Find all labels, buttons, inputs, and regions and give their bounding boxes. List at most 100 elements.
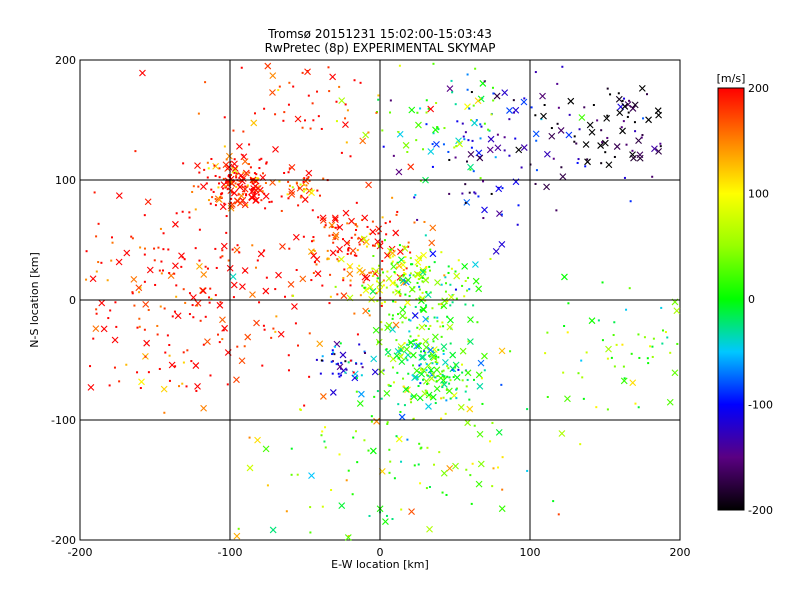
data-point xyxy=(671,369,679,377)
data-point xyxy=(251,188,254,191)
data-point xyxy=(600,162,603,165)
data-point xyxy=(673,307,681,315)
data-point xyxy=(427,346,434,354)
data-point xyxy=(95,235,98,238)
data-point xyxy=(482,217,485,220)
data-point xyxy=(359,81,362,84)
data-point xyxy=(382,279,385,282)
data-point xyxy=(615,95,623,103)
data-point xyxy=(398,290,401,293)
data-point xyxy=(446,300,449,303)
data-point xyxy=(399,306,407,314)
data-point xyxy=(376,390,379,393)
data-point xyxy=(420,350,423,353)
data-point xyxy=(357,237,360,240)
data-point xyxy=(233,171,236,174)
data-point xyxy=(194,162,201,170)
data-point xyxy=(455,387,458,390)
data-point xyxy=(338,375,341,378)
data-point xyxy=(433,141,440,148)
data-point xyxy=(301,71,304,74)
data-point xyxy=(472,277,480,285)
data-point xyxy=(428,354,431,357)
data-point xyxy=(441,321,444,324)
data-point xyxy=(178,252,185,260)
data-point xyxy=(413,464,416,467)
data-point xyxy=(425,123,428,126)
data-point xyxy=(393,281,396,284)
data-point xyxy=(162,248,165,251)
data-point xyxy=(622,365,625,368)
data-point xyxy=(489,440,492,443)
data-point xyxy=(321,284,324,287)
data-point xyxy=(424,324,427,327)
data-point xyxy=(355,390,358,393)
data-point xyxy=(256,259,259,262)
data-point xyxy=(138,317,141,320)
data-point xyxy=(427,374,430,377)
data-point xyxy=(331,226,334,229)
data-point xyxy=(621,99,624,102)
data-point xyxy=(606,408,609,411)
data-point xyxy=(402,385,405,388)
data-point xyxy=(157,246,160,249)
data-point xyxy=(448,192,451,195)
data-point xyxy=(375,292,378,295)
data-point xyxy=(300,194,303,197)
data-point xyxy=(415,338,418,341)
data-point xyxy=(402,275,405,278)
data-point xyxy=(314,270,322,278)
data-point xyxy=(390,263,398,271)
data-point xyxy=(410,393,418,400)
data-point xyxy=(456,140,463,148)
data-point xyxy=(383,389,391,397)
data-point xyxy=(455,297,458,300)
data-point xyxy=(303,177,306,180)
data-point xyxy=(400,460,403,463)
colorbar-label: [m/s] xyxy=(717,72,746,85)
data-point xyxy=(346,270,354,278)
data-point xyxy=(316,340,324,348)
data-point xyxy=(367,449,370,452)
data-point xyxy=(114,301,117,304)
data-point xyxy=(444,276,447,279)
data-point xyxy=(429,248,432,251)
data-point xyxy=(138,325,141,328)
data-point xyxy=(437,128,440,131)
data-point xyxy=(302,177,310,185)
data-point xyxy=(433,366,441,374)
data-point xyxy=(346,262,354,270)
data-point xyxy=(623,97,626,100)
data-point xyxy=(270,200,273,203)
data-point xyxy=(461,284,464,287)
data-point xyxy=(436,320,439,323)
y-tick-label: 200 xyxy=(55,54,76,67)
data-point xyxy=(356,225,359,228)
data-point xyxy=(108,384,111,387)
data-point xyxy=(366,225,369,228)
data-point xyxy=(277,330,285,338)
data-point xyxy=(476,382,484,390)
data-point xyxy=(290,473,293,476)
data-point xyxy=(346,222,349,225)
data-point xyxy=(355,228,358,231)
data-point xyxy=(501,89,509,97)
data-point xyxy=(316,189,319,192)
data-point xyxy=(95,308,98,311)
data-point xyxy=(260,199,263,202)
data-point xyxy=(404,255,407,258)
data-point xyxy=(251,244,254,247)
data-point xyxy=(328,302,331,305)
data-point xyxy=(143,280,146,283)
data-point xyxy=(331,372,334,375)
data-point xyxy=(621,103,629,110)
data-point xyxy=(295,268,298,271)
data-point xyxy=(331,360,334,363)
data-point xyxy=(501,187,504,190)
data-point xyxy=(317,216,320,219)
data-point xyxy=(205,182,208,185)
data-point xyxy=(407,163,415,171)
data-point xyxy=(188,211,191,214)
data-point xyxy=(214,294,217,297)
data-point xyxy=(535,139,538,142)
